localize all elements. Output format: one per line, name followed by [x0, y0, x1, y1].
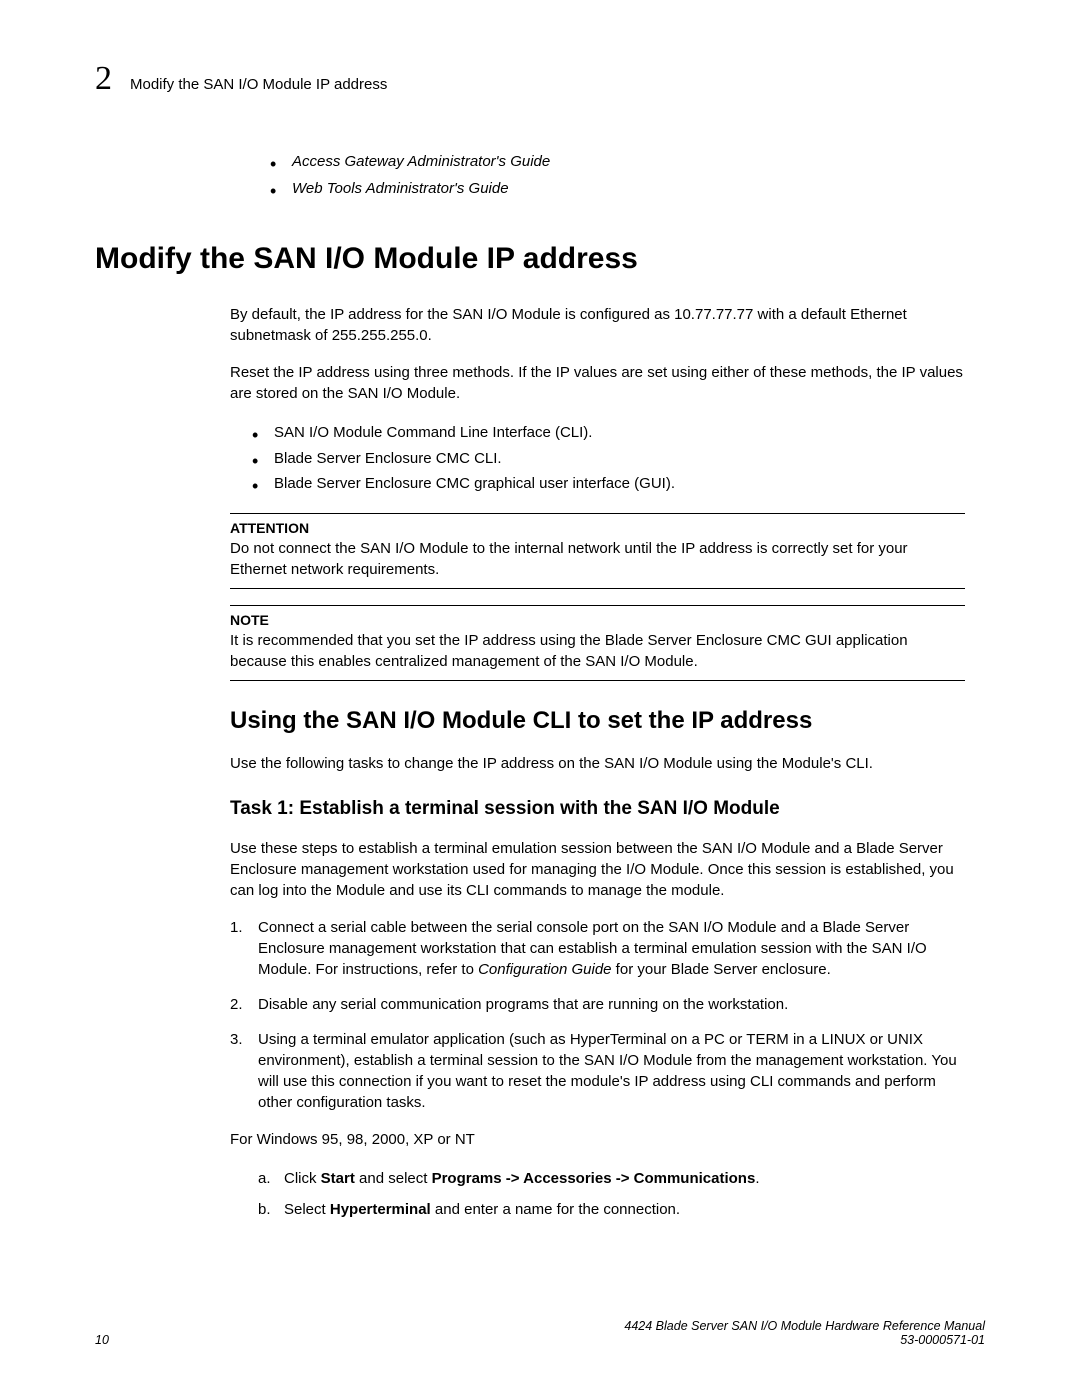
list-item: Blade Server Enclosure CMC CLI.: [252, 446, 965, 472]
doc-title: 4424 Blade Server SAN I/O Module Hardwar…: [624, 1319, 985, 1333]
paragraph: For Windows 95, 98, 2000, XP or NT: [230, 1129, 965, 1150]
substep-bold: Programs -> Accessories -> Communication…: [432, 1170, 756, 1187]
note-text: It is recommended that you set the IP ad…: [230, 630, 965, 672]
task-heading: Task 1: Establish a terminal session wit…: [230, 798, 965, 820]
page-number: 10: [95, 1333, 109, 1347]
list-item: Connect a serial cable between the seria…: [230, 917, 965, 980]
task-steps: Connect a serial cable between the seria…: [230, 917, 965, 1113]
list-item: SAN I/O Module Command Line Interface (C…: [252, 420, 965, 446]
step-text: for your Blade Server enclosure.: [612, 961, 831, 978]
section-heading: Modify the SAN I/O Module IP address: [95, 242, 985, 276]
step-text-italic: Configuration Guide: [478, 961, 611, 978]
paragraph: Use the following tasks to change the IP…: [230, 753, 965, 774]
substep-bold: Hyperterminal: [330, 1201, 431, 1218]
substep-text: .: [755, 1170, 759, 1187]
method-list: SAN I/O Module Command Line Interface (C…: [252, 420, 965, 497]
intro-reference-list: Access Gateway Administrator's Guide Web…: [270, 148, 985, 202]
subsection-heading: Using the SAN I/O Module CLI to set the …: [230, 707, 965, 735]
paragraph: Reset the IP address using three methods…: [230, 362, 965, 404]
list-item: Web Tools Administrator's Guide: [270, 175, 985, 202]
note-label: NOTE: [230, 612, 965, 628]
header-title: Modify the SAN I/O Module IP address: [130, 76, 387, 93]
note-block: NOTE It is recommended that you set the …: [230, 605, 965, 681]
chapter-number: 2: [95, 60, 112, 98]
list-item: Select Hyperterminal and enter a name fo…: [258, 1197, 965, 1223]
page-header: 2 Modify the SAN I/O Module IP address: [95, 60, 985, 98]
attention-text: Do not connect the SAN I/O Module to the…: [230, 538, 965, 580]
task-substeps: Click Start and select Programs -> Acces…: [258, 1166, 965, 1223]
list-item: Disable any serial communication program…: [230, 994, 965, 1015]
list-item: Access Gateway Administrator's Guide: [270, 148, 985, 175]
substep-text: Click: [284, 1170, 321, 1187]
substep-text: and select: [355, 1170, 432, 1187]
page-footer: 10 4424 Blade Server SAN I/O Module Hard…: [95, 1319, 985, 1347]
list-item: Blade Server Enclosure CMC graphical use…: [252, 471, 965, 497]
list-item: Using a terminal emulator application (s…: [230, 1029, 965, 1113]
paragraph: By default, the IP address for the SAN I…: [230, 304, 965, 346]
substep-text: and enter a name for the connection.: [431, 1201, 680, 1218]
paragraph: Use these steps to establish a terminal …: [230, 838, 965, 901]
doc-number: 53-0000571-01: [624, 1333, 985, 1347]
substep-bold: Start: [321, 1170, 355, 1187]
substep-text: Select: [284, 1201, 330, 1218]
list-item: Click Start and select Programs -> Acces…: [258, 1166, 965, 1192]
attention-block: ATTENTION Do not connect the SAN I/O Mod…: [230, 513, 965, 589]
attention-label: ATTENTION: [230, 520, 965, 536]
